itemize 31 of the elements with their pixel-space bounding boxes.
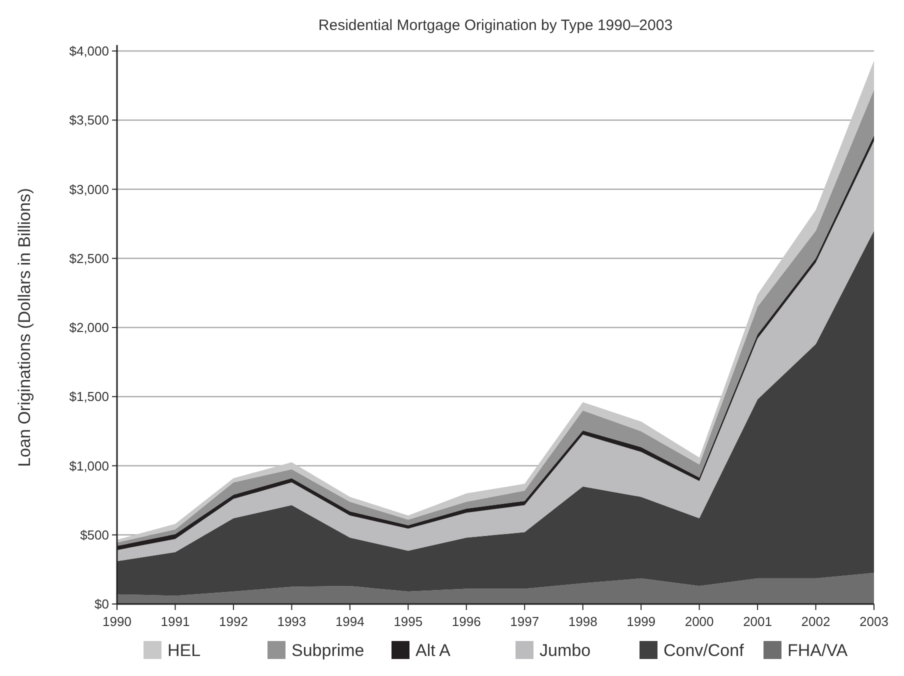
y-tick-label: $1,000 [69,458,109,474]
x-tick-label: 1994 [335,614,364,629]
x-tick-label: 1992 [219,614,248,629]
x-tick-label: 1993 [277,614,306,629]
legend-label: Alt A [416,640,452,660]
y-axis-title: Loan Originations (Dollars in Billions) [15,188,34,467]
y-tick-label: $0 [94,596,109,612]
x-tick-label: 2002 [801,614,830,629]
x-tick-label: 2003 [860,614,888,629]
x-tick-label: 1998 [568,614,598,629]
y-tick-label: $4,000 [69,44,109,59]
y-tick-label: $3,500 [69,112,109,128]
x-tick-label: 1990 [102,614,132,629]
y-tick-label: $2,500 [69,250,109,266]
chart-title: Residential Mortgage Origination by Type 1990–2003 [318,17,673,34]
y-tick-label: $3,000 [69,182,109,197]
legend-label: Jumbo [540,640,591,660]
y-tick-label: $2,000 [69,320,109,336]
legend-label: Conv/Conf [664,640,744,660]
x-tick-label: 1991 [160,614,190,629]
legend-label: FHA/VA [788,640,848,660]
x-tick-label: 2000 [684,614,714,629]
x-tick-label: 2001 [743,614,772,629]
y-tick-label: $500 [80,527,109,542]
legend-label: HEL [168,640,201,660]
x-tick-label: 1996 [452,614,481,629]
y-tick-label: $1,500 [69,389,109,404]
x-tick-label: 1999 [626,614,656,629]
legend-label: Subprime [292,640,364,660]
x-tick-label: 1997 [510,614,540,629]
x-tick-label: 1995 [394,614,423,629]
